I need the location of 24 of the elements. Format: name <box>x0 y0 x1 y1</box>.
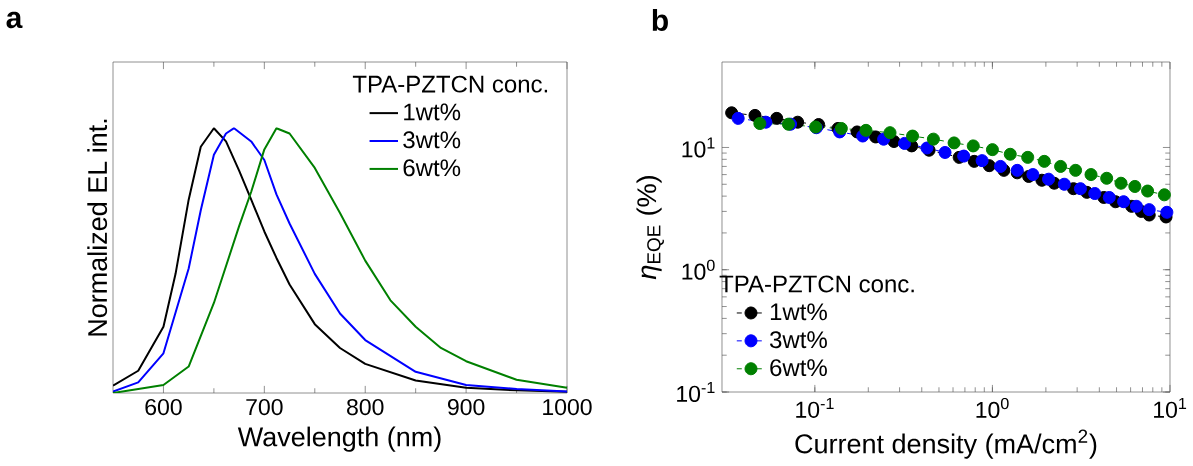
x-tick-label: 10$^{0}$ <box>976 397 1009 419</box>
x-tick-label: 900 <box>448 398 485 416</box>
y-axis-title: η$_{EQE}$ (%) <box>636 176 664 280</box>
legend-label: 6wt% <box>403 159 461 177</box>
legend-title: TPA-PZTCN conc. <box>352 75 548 93</box>
legend-label: 6wt% <box>770 359 827 377</box>
legend-label: 1wt% <box>404 103 461 121</box>
legend-label: 3wt% <box>770 331 827 349</box>
x-axis-title: Wavelength (nm) <box>237 426 441 452</box>
x-tick-label: 10$^{-1}$ <box>796 397 834 418</box>
x-tick-label: 1000 <box>543 398 592 416</box>
legend-title: TPA-PZTCN conc. <box>719 275 914 293</box>
x-tick-label: 10$^{1}$ <box>1154 397 1187 418</box>
x-tick-label: 800 <box>347 398 384 416</box>
y-axis-title: Normalized EL int. <box>87 119 108 336</box>
x-tick-label: 600 <box>145 398 182 416</box>
x-tick-label: 700 <box>246 398 283 416</box>
x-axis-title: Current density (mA/cm$^{2}$) <box>795 429 1097 459</box>
chart-title: b <box>652 8 668 32</box>
chart-title: a <box>6 11 23 29</box>
legend-label: 3wt% <box>403 131 461 149</box>
y-tick-label: 10$^{1}$ <box>682 137 715 158</box>
y-tick-label: 10$^{0}$ <box>682 259 715 280</box>
legend-label: 1wt% <box>770 303 827 321</box>
